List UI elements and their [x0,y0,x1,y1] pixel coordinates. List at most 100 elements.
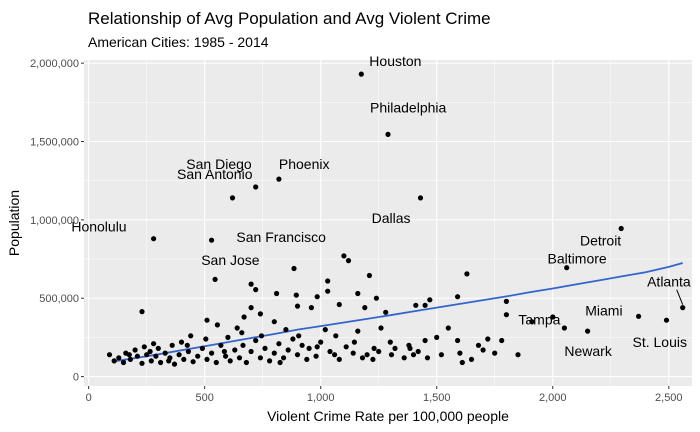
data-point [139,309,145,315]
data-point [371,345,377,351]
grid [84,60,692,386]
data-point [148,358,154,364]
data-point [515,352,521,358]
data-point [564,265,570,271]
data-point [262,345,268,351]
data-point [388,352,395,358]
city-label-atlanta: Atlanta [647,274,691,290]
data-point [392,345,398,351]
data-point [296,333,302,339]
data-point [227,358,233,364]
data-point [276,341,282,347]
city-label-tampa: Tampa [518,312,560,328]
data-point [401,355,407,361]
data-point [106,352,113,358]
data-point [345,258,352,264]
atlanta-leader-line [676,289,684,305]
data-point [127,356,133,362]
data-point [291,265,297,272]
data-point [185,348,191,355]
data-point [306,345,312,351]
data-point [499,337,505,344]
data-point [203,336,209,342]
data-point [355,328,361,334]
x-tick-label: 2,500 [655,392,683,404]
data-point [618,225,624,232]
data-point [239,330,245,336]
data-point [258,333,265,339]
data-point [147,348,153,355]
data-point [171,361,178,367]
data-point [236,355,243,361]
city-label-detroit: Detroit [580,233,621,249]
data-point [213,359,219,366]
y-tick-label: 500,000 [39,293,79,305]
y-axis-title: Population [6,190,22,256]
data-point [385,131,391,137]
data-point [341,253,347,259]
x-tick-label: 0 [86,392,92,404]
data-point [427,297,433,303]
data-point [366,272,372,279]
data-point [283,327,289,333]
data-point [285,347,291,353]
data-point [181,356,187,362]
data-point [151,341,157,347]
data-point [304,356,310,362]
data-point [445,325,451,331]
data-point [139,360,145,366]
data-point [257,311,263,317]
data-point [434,334,440,340]
city-label-honolulu: Honolulu [71,219,126,235]
data-point [410,352,417,358]
data-point [417,195,424,201]
city-labels-group: Houston Philadelphia Phoenix San Diego Dalla… [71,53,691,359]
data-point [248,348,254,355]
x-tick-label: 1,500 [423,392,451,404]
data-point [550,314,556,320]
data-point [325,278,331,284]
city-label-philadelphia: Philadelphia [370,99,446,115]
data-point [680,305,686,311]
city-label-st-louis: St. Louis [633,334,687,350]
data-point [229,195,236,201]
data-point [376,348,382,355]
city-label-dallas: Dallas [372,210,411,226]
city-label-newark: Newark [564,343,612,359]
data-point [277,359,283,366]
city-label-san-francisco: San Francisco [236,229,326,245]
chart-subtitle: American Cities: 1985 - 2014 [88,34,269,50]
data-point [327,348,333,355]
data-point [158,359,164,366]
data-point [314,344,320,350]
data-point [176,352,182,358]
data-point [225,334,231,340]
city-label-houston: Houston [369,53,421,69]
x-tick-label: 2,000 [539,392,567,404]
city-label-san-antonio: San Antonio [177,166,253,182]
data-point [116,355,122,361]
data-point [253,337,259,344]
data-point [253,184,259,190]
data-point [333,333,339,339]
data-point [243,359,249,366]
data-point [362,305,368,311]
data-point [248,281,254,287]
data-point [195,353,201,359]
data-point [503,312,509,318]
data-point [314,294,320,300]
x-ticks: 0 500 1,000 1,500 2,000 2,500 [86,386,683,404]
data-point [464,271,470,277]
data-point [151,236,157,242]
y-tick-label: 2,000,000 [30,58,79,70]
data-point [415,348,421,355]
data-point [336,301,342,308]
data-point [234,325,240,331]
data-point [561,325,568,331]
data-point [267,358,273,364]
data-point [188,333,194,339]
data-point [184,342,190,348]
data-point [293,292,299,298]
data-point [218,342,224,348]
data-point [351,339,357,345]
